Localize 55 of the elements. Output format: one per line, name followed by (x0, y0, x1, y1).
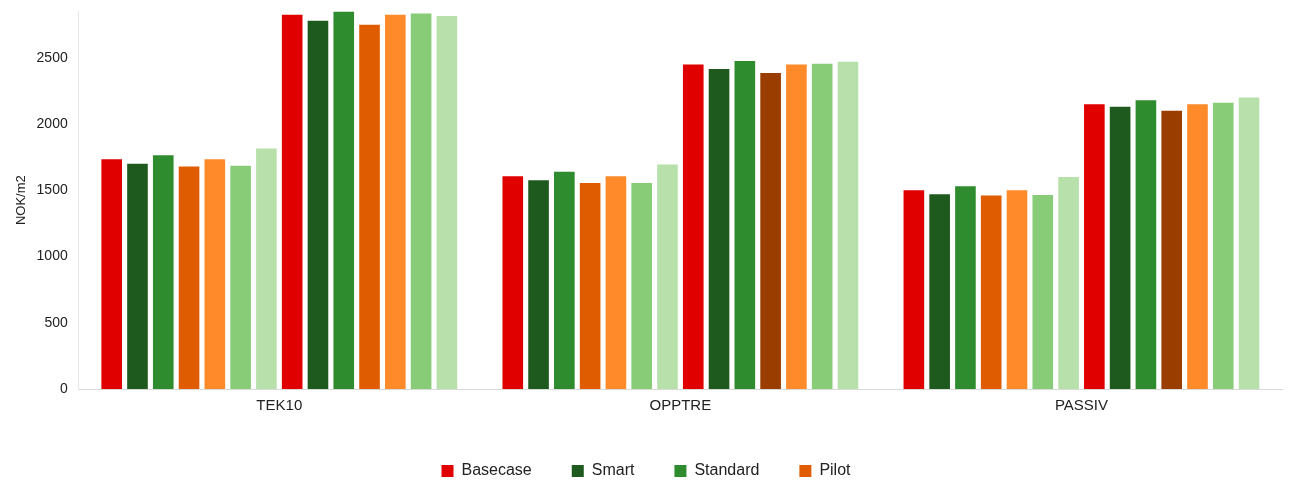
bar (101, 159, 122, 389)
bar (1084, 104, 1105, 389)
bar (1238, 97, 1260, 389)
bar (178, 166, 200, 389)
bar (929, 194, 950, 389)
bar (502, 176, 524, 389)
x-tick-label: OPPTRE (649, 396, 712, 414)
bar (1135, 100, 1157, 389)
bar (436, 16, 458, 389)
bar (657, 164, 678, 389)
legend-label: Smart (591, 461, 635, 479)
bar (385, 14, 406, 389)
legend-label: Basecase (461, 461, 532, 479)
bar (281, 14, 303, 389)
y-tick-label: 1000 (36, 247, 68, 264)
y-axis-title: NOK/m2 (13, 175, 29, 226)
legend-label: Pilot (819, 461, 852, 479)
bar (760, 73, 781, 389)
y-tick-label: 0 (59, 379, 68, 396)
bar (605, 176, 627, 389)
bar (955, 186, 976, 389)
bar (256, 148, 277, 389)
bar (811, 63, 833, 389)
bar (1006, 190, 1028, 389)
bar (708, 69, 730, 389)
bar (1058, 177, 1079, 389)
bar (410, 13, 432, 389)
y-tick-label: 1500 (36, 181, 68, 198)
bar (579, 182, 601, 389)
bar (1212, 102, 1234, 389)
bar (127, 163, 148, 389)
x-tick-label: PASSIV (1054, 396, 1108, 414)
y-tick-label: 2000 (36, 114, 68, 131)
bar (903, 190, 925, 389)
bar (204, 159, 226, 389)
bar (980, 195, 1002, 389)
bar (1161, 110, 1183, 389)
bar (230, 165, 251, 389)
bar (631, 182, 653, 389)
x-tick-label: TEK10 (256, 396, 303, 414)
bar (333, 11, 355, 389)
bar (786, 64, 807, 389)
bar (734, 61, 756, 389)
bar (528, 180, 549, 389)
bar (554, 171, 575, 389)
bar (1032, 194, 1054, 389)
bar (682, 64, 704, 389)
bar (152, 155, 174, 389)
legend-label: Standard (694, 461, 760, 479)
y-tick-label: 500 (44, 313, 68, 330)
bar (307, 20, 329, 389)
bar (837, 61, 859, 389)
bar (1187, 104, 1208, 389)
y-tick-label: 2500 (36, 48, 68, 65)
bar (1109, 106, 1131, 389)
